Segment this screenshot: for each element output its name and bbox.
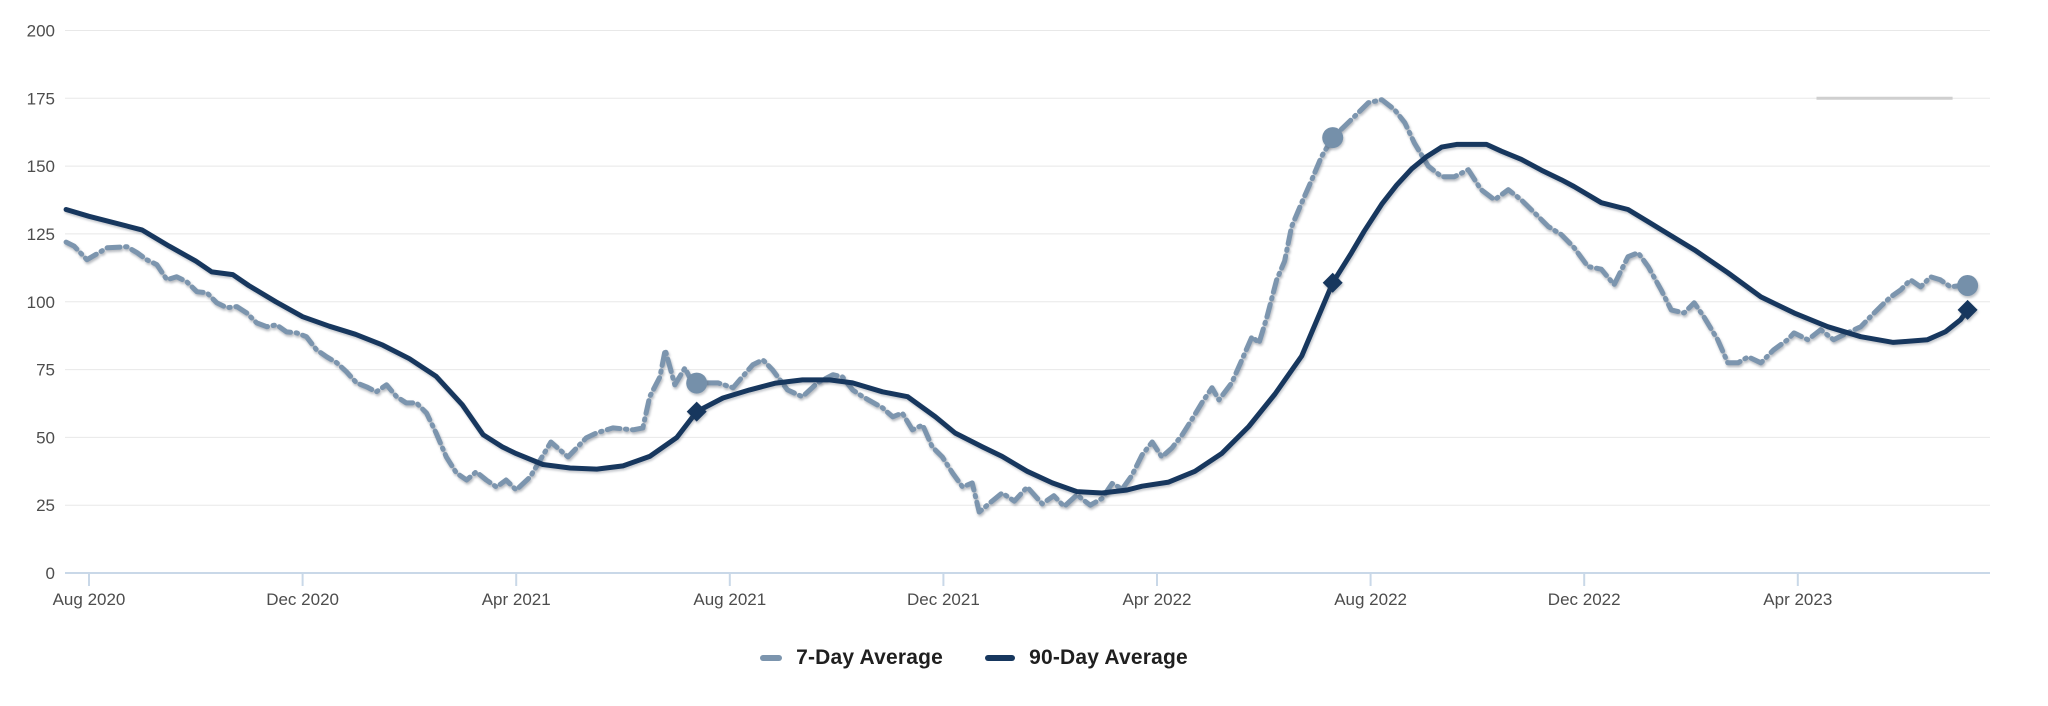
90day-year-marker-diamond [686,401,707,422]
x-axis-tick-label: Dec 2021 [907,590,980,609]
chart-legend: 7-Day Average 90-Day Average [0,638,1998,678]
legend-label-90day: 90-Day Average [1029,646,1188,669]
90day-year-marker-diamond [1957,299,1978,320]
y-axis-tick-label: 75 [36,361,55,380]
x-axis-tick-label: Dec 2020 [266,590,339,609]
legend-item-90day-average[interactable]: 90-Day Average [985,646,1188,670]
7day-year-marker-circle [686,372,708,394]
x-axis-tick-label: Apr 2022 [1123,590,1192,609]
7day-dash-swatch-icon [760,655,783,661]
x-axis-tick-label: Aug 2021 [693,590,766,609]
y-axis-tick-label: 100 [27,293,55,312]
legend-label-7day: 7-Day Average [796,646,944,669]
legend-item-7day-average[interactable]: 7-Day Average [760,646,943,670]
y-axis-tick-label: 50 [36,428,55,447]
x-axis-tick-label: Aug 2022 [1334,590,1407,609]
y-axis-tick-label: 175 [27,89,55,108]
y-axis-tick-label: 150 [27,157,55,176]
x-axis-tick-label: Apr 2023 [1763,590,1832,609]
7day-average-line [63,97,1971,515]
x-axis-tick-label: Aug 2020 [53,590,126,609]
y-axis-tick-label: 200 [27,22,55,41]
y-axis-tick-label: 125 [27,225,55,244]
y-axis-tick-label: 25 [36,496,55,515]
7day-year-marker-circle [1322,127,1344,149]
7day-year-marker-circle [1957,275,1979,296]
x-axis-tick-label: Dec 2022 [1548,590,1621,609]
90day-average-line [63,141,1971,496]
90day-year-marker-diamond [1322,272,1343,293]
90day-solid-swatch-icon [985,655,1016,661]
x-axis-tick-label: Apr 2021 [482,590,551,609]
y-axis-tick-label: 0 [46,564,55,583]
